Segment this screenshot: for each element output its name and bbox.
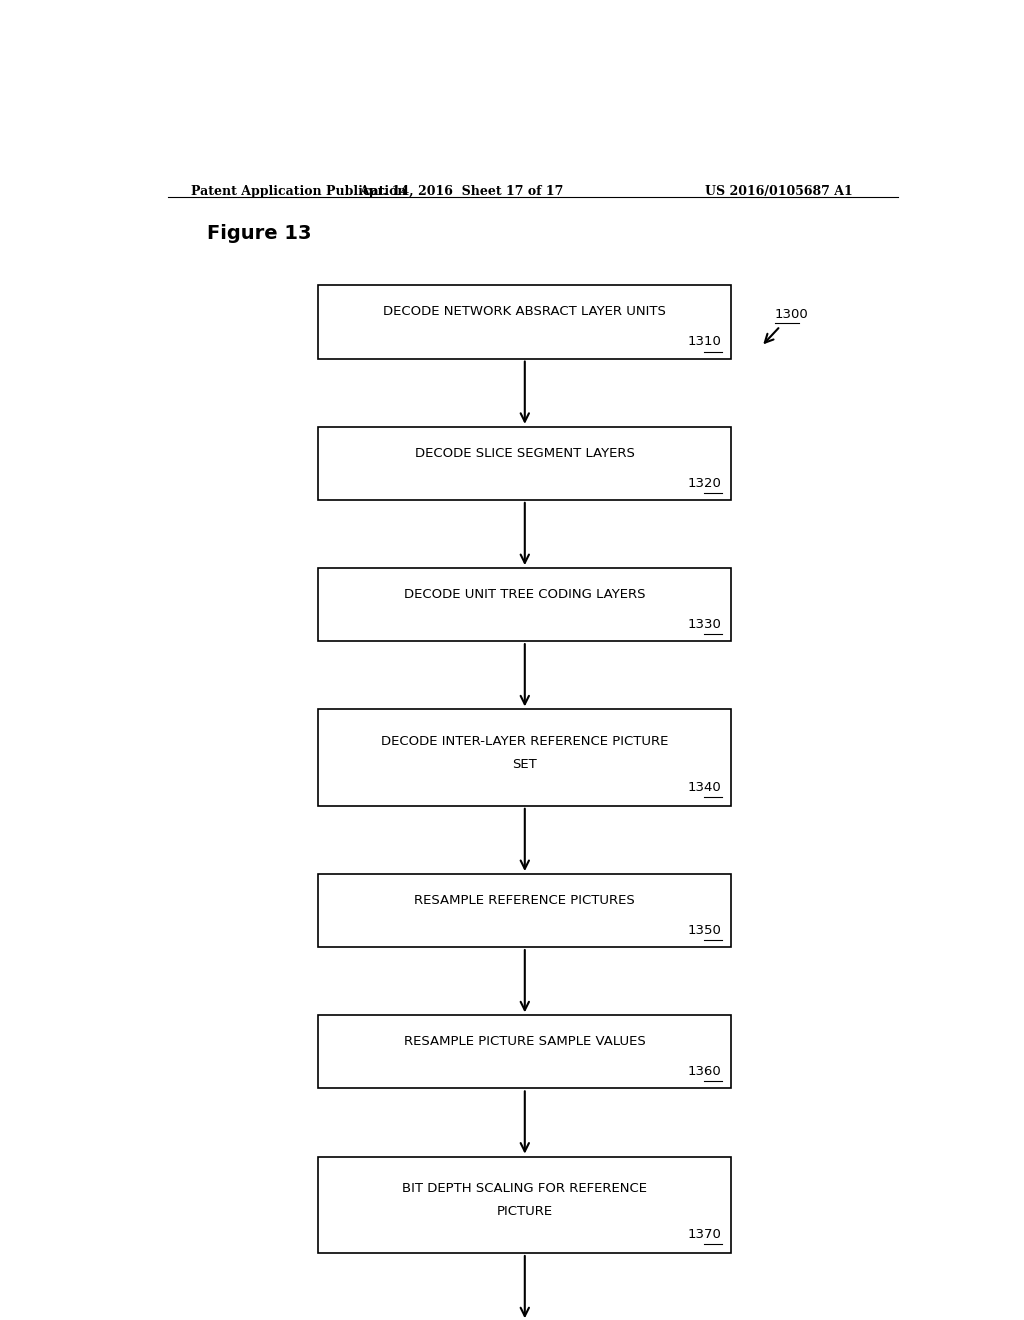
Text: US 2016/0105687 A1: US 2016/0105687 A1 xyxy=(705,185,853,198)
FancyBboxPatch shape xyxy=(318,568,731,642)
FancyBboxPatch shape xyxy=(318,1015,731,1089)
Text: Figure 13: Figure 13 xyxy=(207,224,312,243)
FancyBboxPatch shape xyxy=(318,709,731,805)
Text: 1310: 1310 xyxy=(688,335,722,348)
Text: 1330: 1330 xyxy=(688,618,722,631)
Text: RESAMPLE REFERENCE PICTURES: RESAMPLE REFERENCE PICTURES xyxy=(415,894,635,907)
Text: 1340: 1340 xyxy=(688,780,722,793)
Text: DECODE INTER-LAYER REFERENCE PICTURE: DECODE INTER-LAYER REFERENCE PICTURE xyxy=(381,735,669,748)
FancyBboxPatch shape xyxy=(318,874,731,948)
FancyBboxPatch shape xyxy=(318,285,731,359)
Text: DECODE UNIT TREE CODING LAYERS: DECODE UNIT TREE CODING LAYERS xyxy=(404,587,645,601)
Text: BIT DEPTH SCALING FOR REFERENCE: BIT DEPTH SCALING FOR REFERENCE xyxy=(402,1181,647,1195)
Text: PICTURE: PICTURE xyxy=(497,1205,553,1218)
Text: DECODE NETWORK ABSRACT LAYER UNITS: DECODE NETWORK ABSRACT LAYER UNITS xyxy=(383,305,667,318)
FancyBboxPatch shape xyxy=(318,1156,731,1253)
Text: 1360: 1360 xyxy=(688,1065,722,1078)
Text: 1370: 1370 xyxy=(688,1228,722,1241)
Text: Apr. 14, 2016  Sheet 17 of 17: Apr. 14, 2016 Sheet 17 of 17 xyxy=(359,185,563,198)
Text: 1350: 1350 xyxy=(688,924,722,937)
Text: 1320: 1320 xyxy=(688,477,722,490)
FancyBboxPatch shape xyxy=(318,426,731,500)
Text: DECODE SLICE SEGMENT LAYERS: DECODE SLICE SEGMENT LAYERS xyxy=(415,446,635,459)
Text: RESAMPLE PICTURE SAMPLE VALUES: RESAMPLE PICTURE SAMPLE VALUES xyxy=(403,1035,646,1048)
Text: 1300: 1300 xyxy=(775,308,809,321)
Text: SET: SET xyxy=(512,758,538,771)
Text: Patent Application Publication: Patent Application Publication xyxy=(191,185,407,198)
